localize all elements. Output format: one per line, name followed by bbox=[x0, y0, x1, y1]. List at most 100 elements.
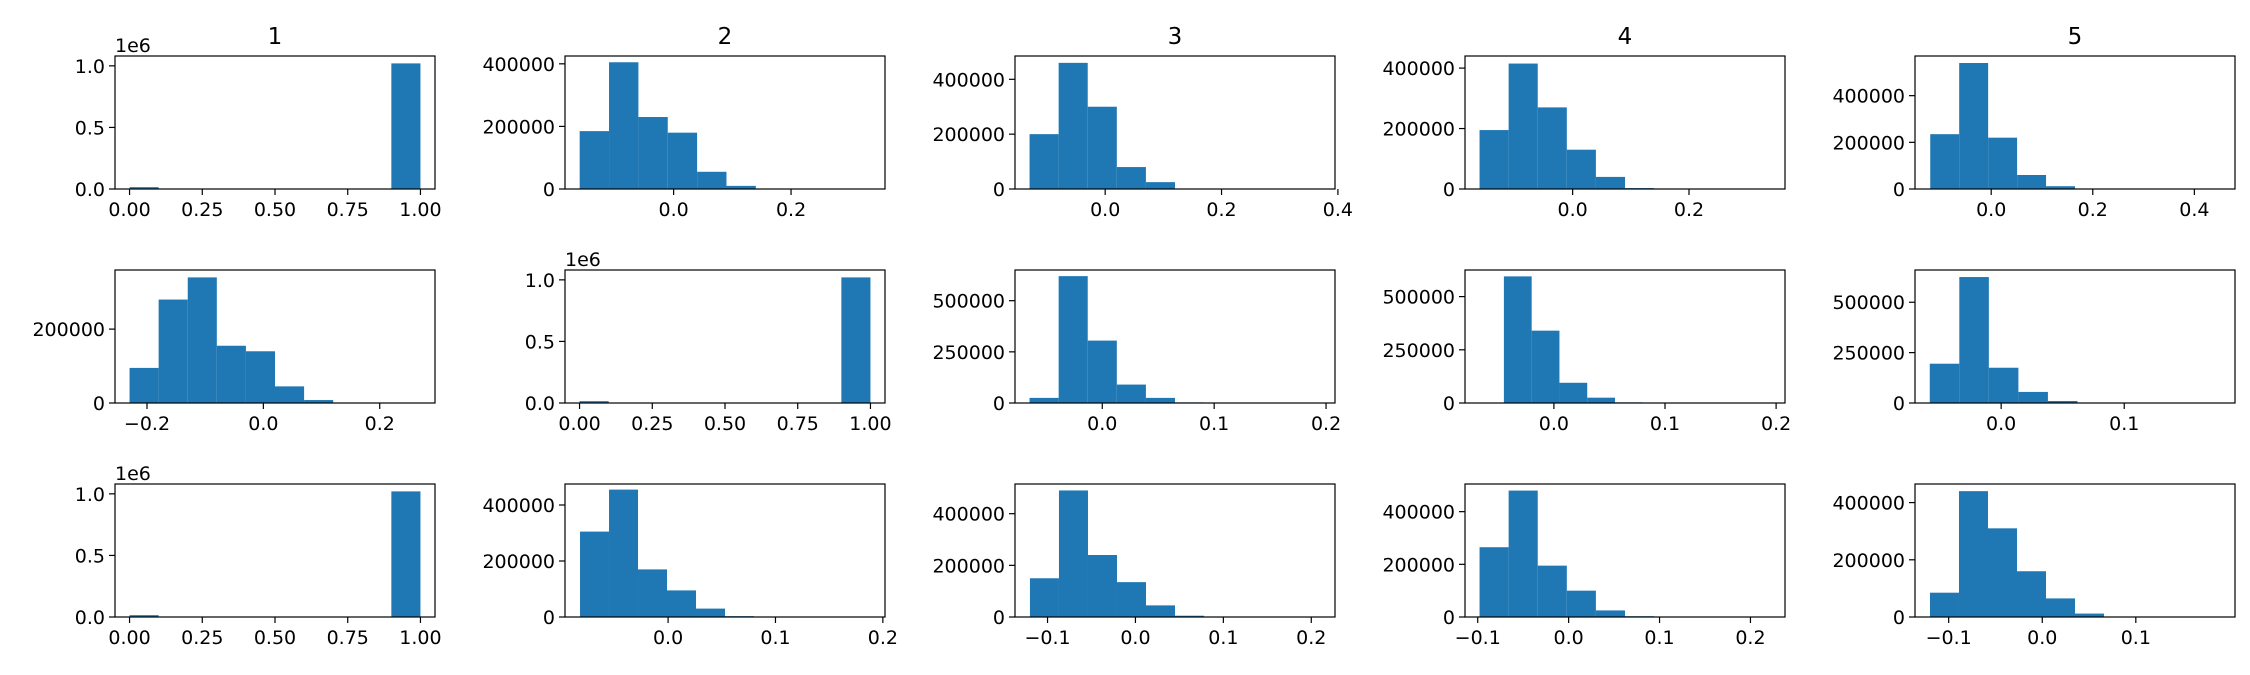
y-tick-label: 400000 bbox=[482, 495, 555, 517]
x-tick-label: 0.0 bbox=[659, 199, 689, 221]
axes-frame bbox=[1014, 55, 1336, 190]
panel-r1-c5: 0.0 0.2 0.4 0 200000 400000 bbox=[1832, 55, 2236, 221]
histogram-bar bbox=[1087, 555, 1117, 617]
y-tick-label: 0.5 bbox=[75, 117, 105, 139]
axes-frame bbox=[1464, 269, 1786, 404]
column-title-3: 3 bbox=[1168, 24, 1183, 50]
x-tick-label: 0.00 bbox=[108, 199, 150, 221]
y-tick-label: 0 bbox=[1893, 179, 1905, 201]
histogram-bar bbox=[1930, 134, 1960, 189]
histogram-bar bbox=[1929, 592, 1959, 617]
y-tick-label: 200000 bbox=[482, 551, 555, 573]
axes-frame bbox=[114, 269, 436, 404]
y-tick-label: 0 bbox=[1893, 607, 1905, 629]
histogram-bar bbox=[609, 489, 639, 617]
column-titles: 1 2 3 4 5 bbox=[268, 24, 2083, 50]
x-tick-label: 0.1 bbox=[760, 627, 790, 649]
column-title-1: 1 bbox=[268, 24, 283, 50]
x-tick-label: 0.2 bbox=[1735, 627, 1765, 649]
histogram-bar bbox=[2016, 571, 2046, 617]
x-tick-label: 0.2 bbox=[776, 199, 806, 221]
histogram-bar bbox=[1116, 582, 1146, 617]
y-tick-label: 200000 bbox=[482, 116, 555, 138]
histogram-bar bbox=[609, 62, 639, 190]
histogram-bar bbox=[579, 131, 610, 189]
histogram-bar bbox=[667, 132, 698, 189]
x-tick-label: 0.75 bbox=[777, 413, 819, 435]
histogram-bar bbox=[1116, 167, 1146, 189]
y-tick-label: 0 bbox=[1443, 179, 1455, 201]
y-tick-label: 250000 bbox=[1382, 340, 1455, 362]
x-tick-label: 0.0 bbox=[1558, 199, 1588, 221]
histogram-bar bbox=[667, 590, 696, 617]
panel-r3-c5: −0.1 0.0 0.1 0 200000 400000 bbox=[1832, 483, 2236, 649]
y-tick-label: 400000 bbox=[932, 69, 1005, 91]
y-tick-label: 400000 bbox=[1382, 502, 1455, 524]
x-tick-label: 0.50 bbox=[254, 199, 296, 221]
x-tick-label: 1.00 bbox=[399, 627, 441, 649]
histogram-bar bbox=[1087, 340, 1117, 403]
histogram-bar bbox=[1537, 565, 1567, 617]
axes-frame bbox=[1014, 269, 1336, 404]
y-tick-label: 200000 bbox=[1832, 132, 1905, 154]
x-tick-label: 0.25 bbox=[631, 413, 673, 435]
histogram-bar bbox=[1988, 137, 2018, 189]
x-tick-label: 0.1 bbox=[1208, 627, 1238, 649]
panel-r3-c3: −0.1 0.0 0.1 0.2 0 200000 400000 bbox=[932, 483, 1336, 649]
x-tick-label: 0.2 bbox=[1311, 413, 1341, 435]
y-tick-label: 0.0 bbox=[75, 179, 105, 201]
axes-frame bbox=[1914, 483, 2236, 618]
y-tick-label: 0 bbox=[1893, 393, 1905, 415]
histogram-bar bbox=[1508, 63, 1538, 190]
histogram-bar bbox=[216, 345, 246, 403]
x-tick-label: 0.1 bbox=[1644, 627, 1674, 649]
histogram-bar bbox=[726, 185, 756, 189]
y-tick-label: 500000 bbox=[1382, 287, 1455, 309]
histogram-bar bbox=[2047, 400, 2078, 403]
histogram-bar bbox=[1566, 149, 1596, 189]
y-tick-label: 200000 bbox=[1382, 119, 1455, 141]
panel-r2-c5: 0.0 0.1 0 250000 500000 bbox=[1832, 269, 2236, 435]
panel-r3-c4: −0.1 0.0 0.1 0.2 0 200000 400000 bbox=[1382, 483, 1786, 649]
y-tick-label: 250000 bbox=[1832, 343, 1905, 365]
histogram-bar bbox=[638, 569, 668, 617]
y-tick-label: 0.0 bbox=[75, 607, 105, 629]
histogram-bar bbox=[1988, 367, 2019, 403]
x-tick-label: 0.0 bbox=[1120, 627, 1150, 649]
y-offset-label: 1e6 bbox=[115, 35, 151, 57]
histogram-bar bbox=[1175, 615, 1205, 617]
panel-r1-c4: 0.0 0.2 0 200000 400000 bbox=[1382, 55, 1786, 221]
histogram-bar bbox=[1587, 397, 1615, 403]
x-tick-label: 0.0 bbox=[1986, 413, 2016, 435]
y-tick-label: 0.0 bbox=[525, 393, 555, 415]
x-tick-label: 0.2 bbox=[868, 627, 898, 649]
histogram-bar bbox=[1959, 277, 1989, 403]
histogram-bar bbox=[1145, 182, 1175, 189]
histogram-bar bbox=[1479, 547, 1509, 617]
panel-r1-c3: 0.0 0.2 0.4 0 200000 400000 bbox=[932, 55, 1353, 221]
y-tick-label: 0 bbox=[543, 607, 555, 629]
x-tick-label: −0.1 bbox=[1024, 627, 1070, 649]
y-tick-label: 0 bbox=[1443, 393, 1455, 415]
histogram-bar bbox=[275, 386, 305, 404]
histogram-bar bbox=[2017, 175, 2047, 189]
axes-frame bbox=[1464, 55, 1786, 190]
x-tick-label: 0.0 bbox=[653, 627, 683, 649]
x-tick-label: 0.1 bbox=[2109, 413, 2139, 435]
x-tick-label: 0.75 bbox=[327, 199, 369, 221]
x-tick-label: 0.1 bbox=[1650, 413, 1680, 435]
panel-r2-c1: −0.2 0.0 0.2 0 200000 bbox=[32, 269, 436, 435]
histogram-bar bbox=[1479, 130, 1509, 189]
histogram-bar bbox=[1029, 578, 1059, 617]
x-tick-label: 0.0 bbox=[1554, 627, 1584, 649]
y-tick-label: 200000 bbox=[1382, 554, 1455, 576]
histogram-bar bbox=[1959, 63, 1989, 189]
x-tick-label: 0.0 bbox=[1976, 199, 2006, 221]
x-tick-label: 0.2 bbox=[1206, 199, 1236, 221]
histogram-bar bbox=[580, 531, 610, 617]
y-tick-label: 400000 bbox=[1382, 58, 1455, 80]
x-tick-label: 0.25 bbox=[181, 627, 223, 649]
histogram-bar bbox=[1029, 134, 1059, 189]
panel-r1-c2: 0.0 0.2 0 200000 400000 bbox=[482, 54, 886, 221]
